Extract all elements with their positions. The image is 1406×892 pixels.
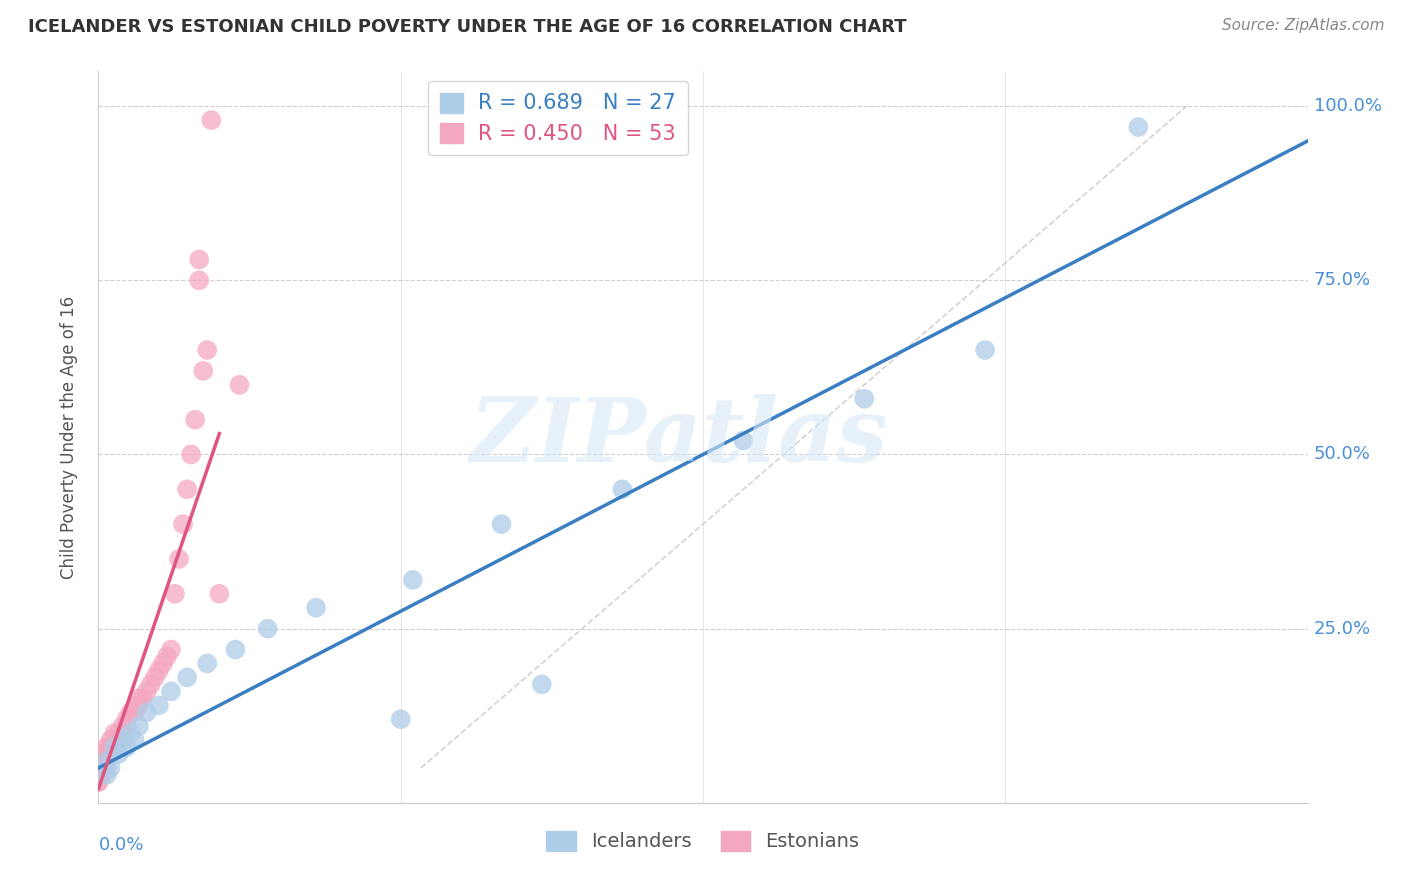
Point — [163, 587, 186, 601]
Text: 50.0%: 50.0% — [1313, 445, 1371, 464]
Point — [188, 252, 211, 267]
Point — [115, 719, 138, 733]
Point — [87, 768, 110, 782]
Point — [195, 657, 218, 671]
Point — [974, 343, 997, 357]
Point — [96, 761, 118, 775]
Point — [91, 761, 114, 775]
Point — [195, 343, 218, 357]
Point — [184, 412, 207, 426]
Point — [160, 684, 183, 698]
Point — [87, 775, 110, 789]
Point — [139, 677, 162, 691]
Point — [128, 698, 150, 713]
Point — [148, 664, 170, 678]
Legend: Icelanders, Estonians: Icelanders, Estonians — [538, 822, 868, 859]
Point — [96, 768, 118, 782]
Point — [1128, 120, 1150, 134]
Point — [612, 483, 634, 497]
Point — [148, 698, 170, 713]
Point — [224, 642, 246, 657]
Point — [100, 761, 122, 775]
Point — [87, 747, 110, 761]
Point — [103, 740, 125, 755]
Point — [100, 747, 122, 761]
Point — [100, 740, 122, 755]
Point — [111, 719, 134, 733]
Point — [96, 740, 118, 755]
Point — [124, 705, 146, 719]
Point — [128, 691, 150, 706]
Text: ZIPatlas: ZIPatlas — [470, 394, 887, 480]
Point — [152, 657, 174, 671]
Point — [256, 622, 278, 636]
Point — [91, 768, 114, 782]
Point — [96, 754, 118, 768]
Text: ICELANDER VS ESTONIAN CHILD POVERTY UNDER THE AGE OF 16 CORRELATION CHART: ICELANDER VS ESTONIAN CHILD POVERTY UNDE… — [28, 18, 907, 36]
Point — [193, 364, 215, 378]
Point — [200, 113, 222, 128]
Point — [87, 761, 110, 775]
Point — [135, 705, 157, 719]
Point — [87, 754, 110, 768]
Point — [87, 761, 110, 775]
Point — [87, 775, 110, 789]
Text: 0.0%: 0.0% — [98, 836, 143, 854]
Point — [176, 670, 198, 684]
Point — [87, 768, 110, 782]
Point — [530, 677, 553, 691]
Point — [91, 747, 114, 761]
Point — [208, 587, 231, 601]
Point — [107, 733, 129, 747]
Point — [491, 517, 513, 532]
Text: 100.0%: 100.0% — [1313, 97, 1382, 115]
Point — [733, 434, 755, 448]
Point — [91, 754, 114, 768]
Point — [111, 733, 134, 747]
Point — [180, 448, 202, 462]
Point — [160, 642, 183, 657]
Point — [389, 712, 412, 726]
Point — [115, 740, 138, 755]
Point — [100, 733, 122, 747]
Point — [107, 726, 129, 740]
Point — [120, 726, 142, 740]
Y-axis label: Child Poverty Under the Age of 16: Child Poverty Under the Age of 16 — [59, 295, 77, 579]
Text: 75.0%: 75.0% — [1313, 271, 1371, 289]
Point — [172, 517, 194, 532]
Text: Source: ZipAtlas.com: Source: ZipAtlas.com — [1222, 18, 1385, 33]
Point — [135, 684, 157, 698]
Point — [143, 670, 166, 684]
Point — [228, 377, 250, 392]
Point — [103, 740, 125, 755]
Point — [188, 273, 211, 287]
Point — [96, 747, 118, 761]
Text: 25.0%: 25.0% — [1313, 620, 1371, 638]
Point — [176, 483, 198, 497]
Point — [115, 712, 138, 726]
Point — [96, 754, 118, 768]
Point — [120, 705, 142, 719]
Point — [156, 649, 179, 664]
Point — [128, 719, 150, 733]
Point — [132, 691, 155, 706]
Point — [853, 392, 876, 406]
Point — [107, 747, 129, 761]
Point — [87, 754, 110, 768]
Point — [167, 552, 190, 566]
Point — [103, 726, 125, 740]
Point — [111, 726, 134, 740]
Point — [124, 733, 146, 747]
Point — [402, 573, 425, 587]
Point — [305, 600, 328, 615]
